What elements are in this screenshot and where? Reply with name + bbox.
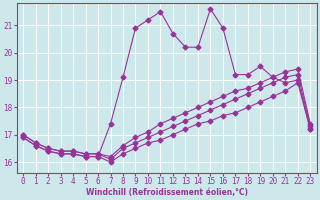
X-axis label: Windchill (Refroidissement éolien,°C): Windchill (Refroidissement éolien,°C) bbox=[86, 188, 248, 197]
